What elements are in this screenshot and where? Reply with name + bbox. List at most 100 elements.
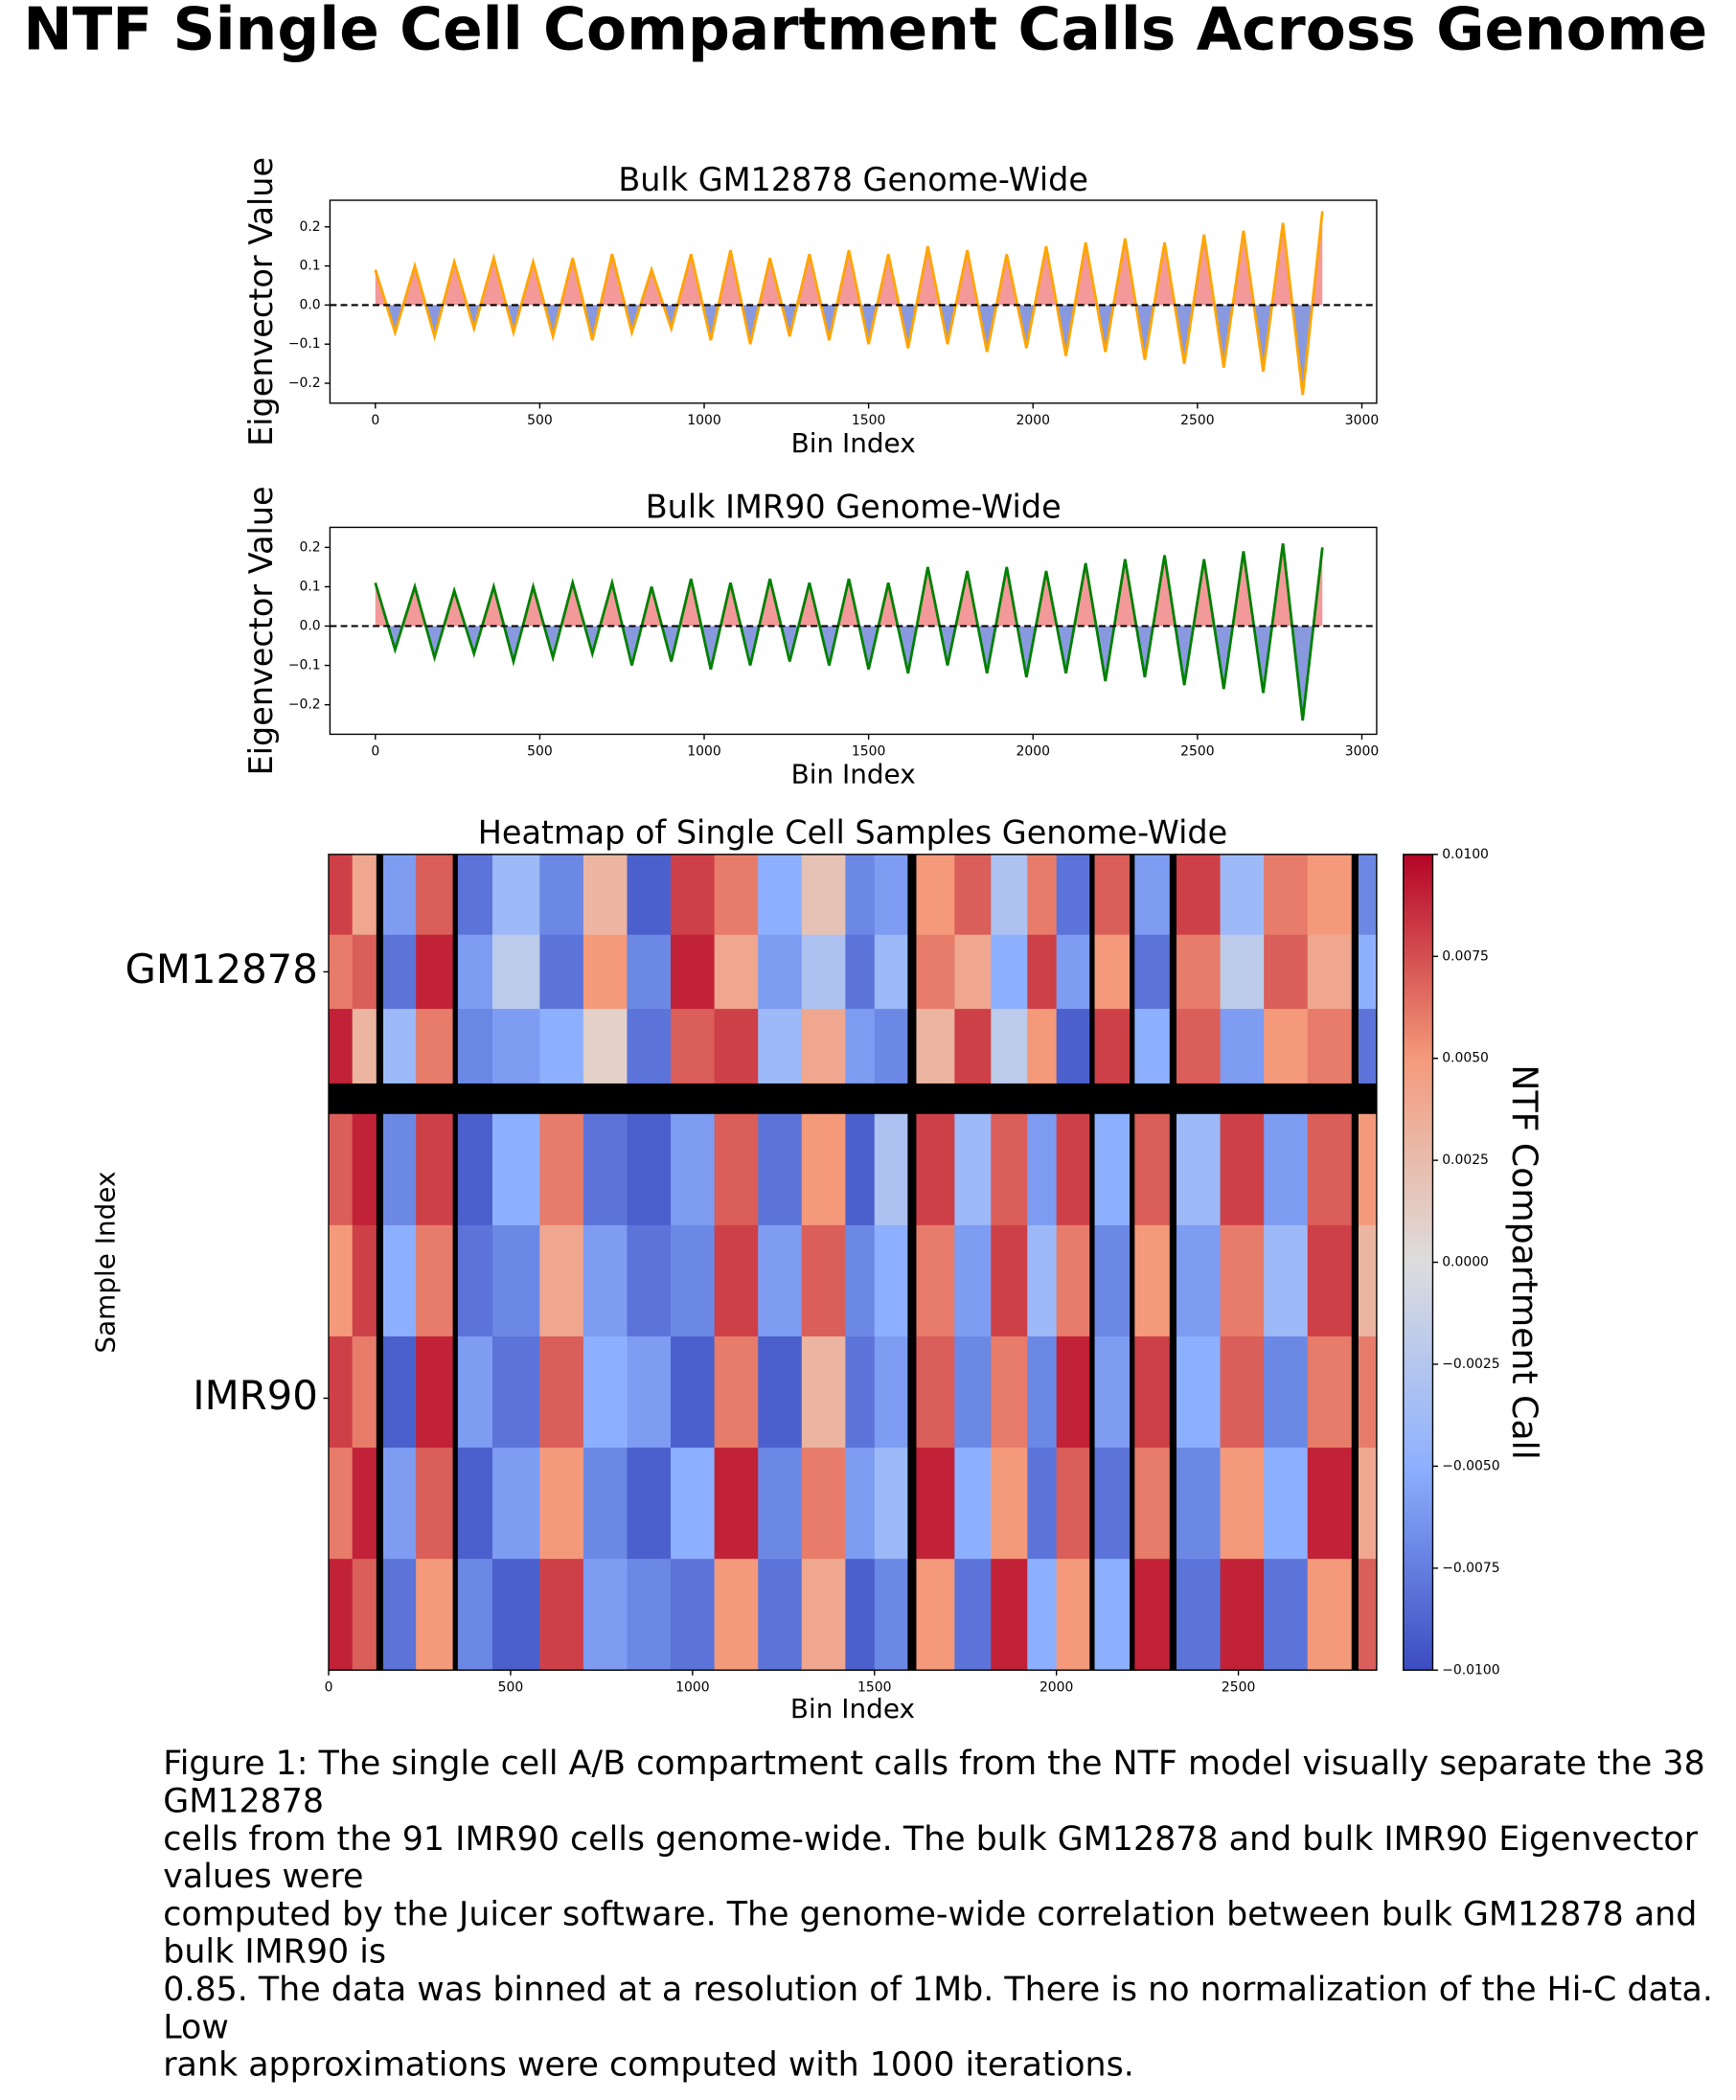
heatmap-cell: [539, 1224, 584, 1337]
heatmap-cell: [874, 1335, 908, 1449]
heatmap-cell: [1027, 854, 1058, 936]
y-axis-label: Eigenvector Value: [242, 486, 280, 775]
heatmap-cell: [1307, 854, 1352, 936]
heatmap-cell: [1056, 1559, 1090, 1671]
heatmap-cell: [1307, 1009, 1352, 1084]
heatmap-cell: [1134, 934, 1170, 1010]
y-tick-label: −0.2: [288, 376, 321, 391]
heatmap-cell: [329, 1448, 354, 1560]
heatmap-cell: [329, 934, 354, 1010]
heatmap-cell: [758, 1113, 803, 1226]
heatmap-cell: [1358, 1448, 1378, 1560]
heatmap-cell: [1176, 1335, 1222, 1449]
heatmap-cell: [1220, 1448, 1265, 1560]
heatmap-cell: [845, 1009, 876, 1084]
heatmap-cell: [874, 1113, 908, 1226]
heatmap-cell: [1134, 854, 1170, 936]
x-tick-label: 500: [498, 1679, 524, 1695]
heatmap-cell: [1307, 1224, 1352, 1337]
heatmap-cell: [758, 1448, 803, 1560]
heatmap-cell: [1264, 1009, 1309, 1084]
heatmap-cell: [1264, 854, 1309, 936]
heatmap-cell: [991, 1559, 1028, 1671]
heatmap-cell: [991, 934, 1028, 1010]
heatmap-cell: [1027, 1448, 1058, 1560]
colorbar-tick-label: −0.0050: [1442, 1458, 1499, 1473]
heatmap-cell: [954, 934, 992, 1010]
heatmap-cell: [954, 1009, 992, 1084]
y-tick-label: 0.2: [300, 219, 321, 235]
heatmap-cell: [1176, 1009, 1222, 1084]
x-tick-label: 0: [371, 413, 379, 428]
x-axis-label: Bin Index: [791, 759, 916, 790]
x-tick-label: 1000: [687, 413, 720, 428]
eigenvector-line: [374, 543, 1324, 721]
heatmap-cell: [1027, 1113, 1058, 1226]
y-tick-label: 0.0: [300, 297, 321, 312]
y-tick-label: −0.1: [288, 336, 321, 352]
heatmap-cell: [1094, 1559, 1131, 1671]
heatmap-cell: [539, 1335, 584, 1449]
heatmap-cell: [1264, 1448, 1309, 1560]
heatmap-cell: [352, 1335, 377, 1449]
heatmap-cell: [1307, 1113, 1352, 1226]
heatmap-cell: [457, 1224, 493, 1337]
heatmap-cell: [382, 934, 417, 1010]
heatmap-cell: [1094, 854, 1131, 936]
heatmap-cell: [845, 1448, 876, 1560]
heatmap-cell: [671, 1113, 716, 1226]
caption-line: 0.85. The data was binned at a resolutio…: [163, 1971, 1713, 2009]
heatmap-cell: [801, 1224, 846, 1337]
x-tick-label: 1000: [675, 1679, 709, 1695]
heatmap-cell: [352, 1113, 377, 1226]
heatmap-cell: [916, 1559, 955, 1671]
heatmap-cell: [801, 854, 846, 936]
heatmap-cell: [1094, 1009, 1131, 1084]
heatmap-cell: [627, 1448, 672, 1560]
heatmap-cell: [671, 1009, 716, 1084]
caption-line: computed by the Juicer software. The gen…: [163, 1895, 1697, 1933]
eigenvector-line: [374, 211, 1324, 396]
heatmap-cell: [845, 1224, 876, 1337]
y-tick-label: 0.0: [300, 619, 321, 634]
heatmap-cell: [1134, 1113, 1170, 1226]
heatmap-cell: [1176, 1448, 1222, 1560]
x-tick-label: 0: [371, 744, 379, 760]
heatmap-cell: [874, 1559, 908, 1671]
heatmap-cell: [352, 1559, 377, 1671]
heatmap-cell: [1220, 1113, 1265, 1226]
heatmap-cell: [457, 1335, 493, 1449]
heatmap-cell: [954, 1335, 992, 1449]
heatmap-cell: [491, 1448, 540, 1560]
heatmap-cell: [1358, 1113, 1378, 1226]
heatmap-cell: [627, 1224, 672, 1337]
heatmap-cell: [874, 854, 908, 936]
y-tick-label: GM12878: [125, 946, 317, 993]
heatmap-cell: [1176, 1224, 1222, 1337]
heatmap-cell: [1176, 1559, 1222, 1671]
heatmap-cell: [714, 1559, 759, 1671]
heatmap-cell: [954, 854, 992, 936]
heatmap-cell: [714, 854, 759, 936]
heatmap-cell: [1358, 854, 1378, 936]
heatmap-cell: [1094, 1448, 1131, 1560]
heatmap-cell: [1307, 1448, 1352, 1560]
heatmap-cell: [801, 1559, 846, 1671]
heatmap-cell: [671, 934, 716, 1010]
heatmap-cell: [329, 1009, 354, 1084]
colorbar-tick-label: 0.0075: [1442, 948, 1489, 964]
heatmap-cell: [845, 1559, 876, 1671]
heatmap-cell: [874, 1009, 908, 1084]
heatmap-cell: [382, 1009, 417, 1084]
heatmap-cell: [991, 854, 1028, 936]
heatmap-cell: [416, 1335, 453, 1449]
heatmap-cell: [801, 934, 846, 1010]
x-tick-label: 0: [325, 1679, 333, 1695]
heatmap-cell: [671, 1224, 716, 1337]
heatmap-cell: [457, 1009, 493, 1084]
heatmap-cell: [671, 1335, 716, 1449]
heatmap-cell: [1264, 1335, 1309, 1449]
heatmap-cell: [1264, 1559, 1309, 1671]
heatmap-cell: [758, 1335, 803, 1449]
heatmap-cell: [1307, 1559, 1352, 1671]
